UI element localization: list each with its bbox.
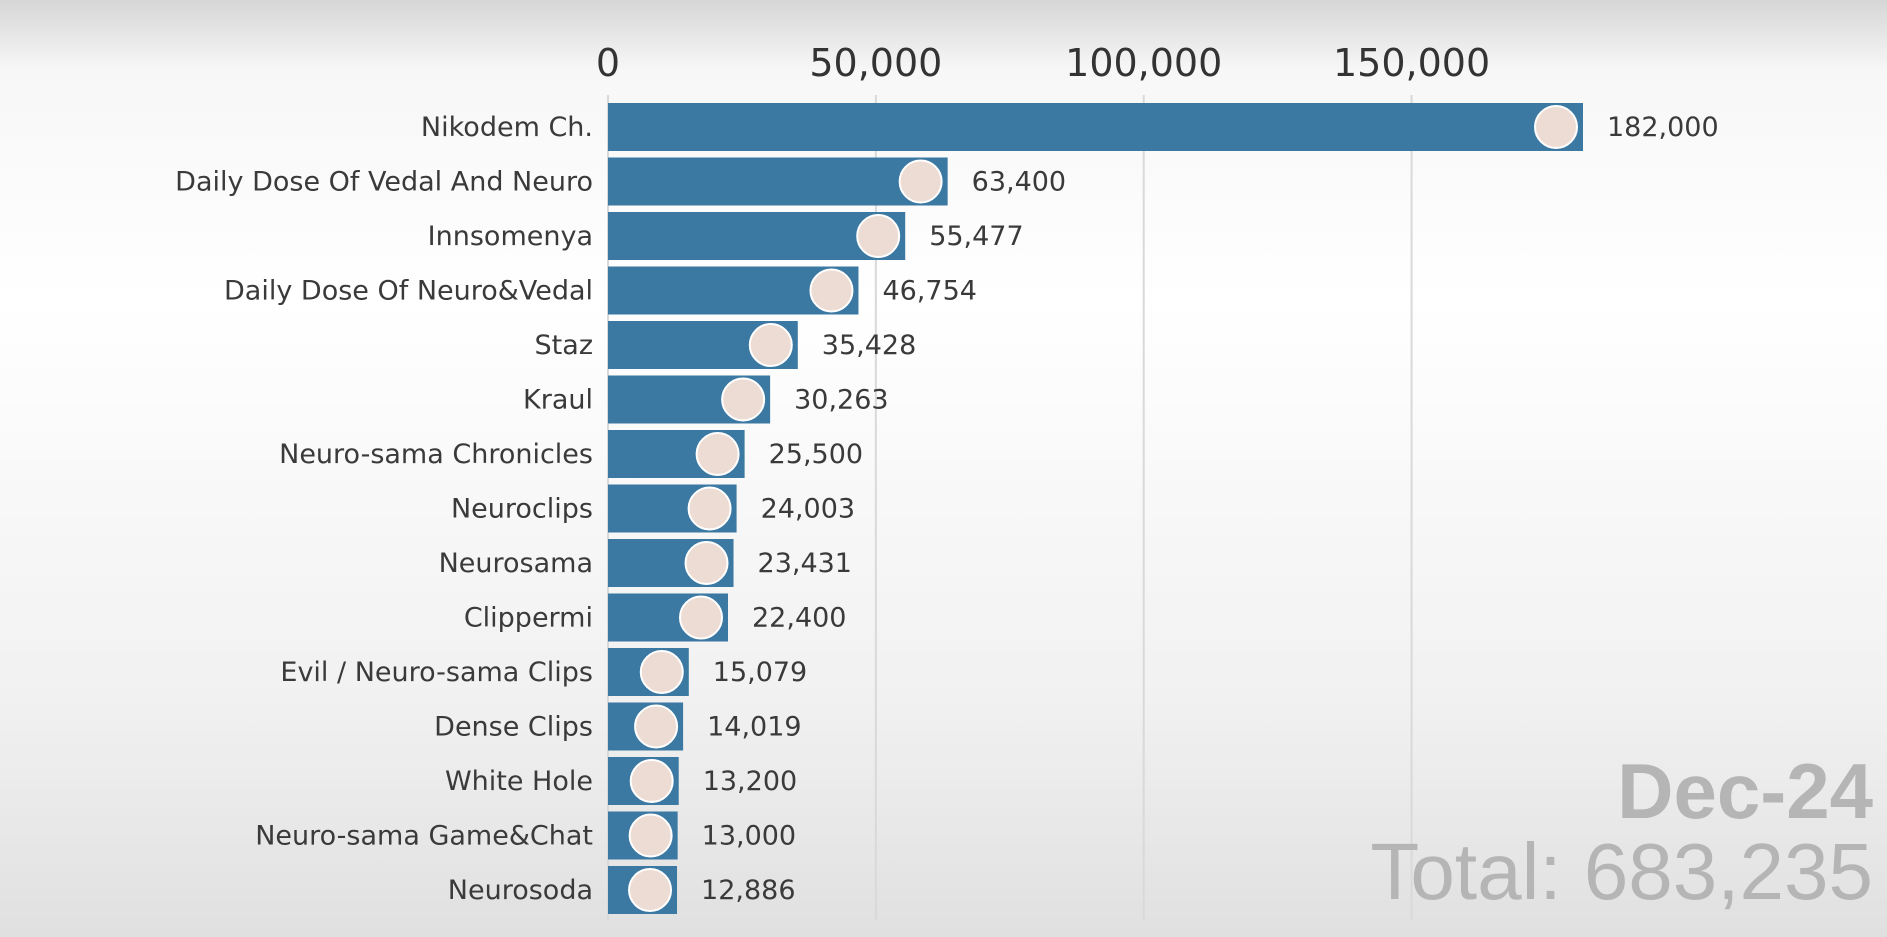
- channel-avatar-icon: [687, 486, 732, 531]
- category-label: Daily Dose Of Vedal And Neuro: [175, 167, 593, 198]
- value-label: 13,000: [702, 821, 796, 852]
- period-label: Dec-24: [1617, 747, 1873, 835]
- value-label: 13,200: [703, 766, 797, 797]
- bar: [608, 103, 1583, 151]
- category-label: Dense Clips: [434, 712, 593, 743]
- category-label: Nikodem Ch.: [421, 112, 593, 143]
- value-label: 22,400: [752, 603, 846, 634]
- x-tick-label: 100,000: [1065, 41, 1222, 85]
- channel-avatar-icon: [684, 541, 729, 585]
- value-label: 15,079: [713, 657, 807, 688]
- category-label: Innsomenya: [428, 221, 593, 252]
- bar: [608, 157, 948, 206]
- channel-avatar-icon: [628, 868, 673, 912]
- bars: Nikodem Ch. 182,000 Daily Dose Of Vedal An…: [175, 103, 1719, 914]
- channel-avatar-icon: [898, 159, 943, 204]
- value-label: 55,477: [929, 221, 1023, 252]
- value-label: 35,428: [822, 330, 916, 361]
- category-label: Neuro-sama Chronicles: [279, 439, 593, 470]
- bar: [608, 212, 906, 260]
- channel-avatar-icon: [695, 432, 740, 476]
- category-label: Clippermi: [464, 603, 593, 634]
- channel-avatar-icon: [628, 813, 673, 858]
- x-tick-label: 0: [596, 41, 620, 85]
- value-label: 24,003: [761, 494, 855, 525]
- category-label: Staz: [535, 330, 593, 361]
- category-label: Evil / Neuro-sama Clips: [280, 657, 593, 688]
- x-tick-label: 150,000: [1333, 41, 1490, 85]
- value-label: 12,886: [701, 875, 795, 906]
- category-label: Daily Dose Of Neuro&Vedal: [224, 276, 593, 307]
- x-tick-label: 50,000: [809, 41, 942, 85]
- value-label: 14,019: [707, 712, 801, 743]
- channel-avatar-icon: [721, 377, 766, 422]
- category-label: Neurosoda: [448, 875, 593, 906]
- category-label: Neurosama: [439, 548, 593, 579]
- channel-avatar-icon: [629, 759, 674, 803]
- x-axis-ticks: 0 50,000 100,000 150,000: [596, 41, 1490, 85]
- value-label: 30,263: [794, 385, 888, 416]
- channel-avatar-icon: [1534, 105, 1578, 149]
- value-label: 25,500: [769, 439, 863, 470]
- channel-avatar-icon: [679, 595, 723, 640]
- category-label: White Hole: [445, 766, 593, 797]
- channel-avatar-icon: [856, 214, 901, 258]
- value-label: 63,400: [972, 167, 1066, 198]
- channel-avatar-icon: [639, 650, 684, 694]
- category-label: Kraul: [523, 385, 593, 416]
- value-label: 23,431: [758, 548, 852, 579]
- channel-avatar-icon: [809, 268, 854, 313]
- category-label: Neuroclips: [451, 494, 593, 525]
- category-label: Neuro-sama Game&Chat: [255, 821, 593, 852]
- channel-avatar-icon: [634, 704, 679, 749]
- value-label: 182,000: [1607, 112, 1719, 143]
- value-label: 46,754: [882, 276, 976, 307]
- total-label: Total: 683,235: [1370, 827, 1873, 916]
- channel-avatar-icon: [748, 323, 793, 367]
